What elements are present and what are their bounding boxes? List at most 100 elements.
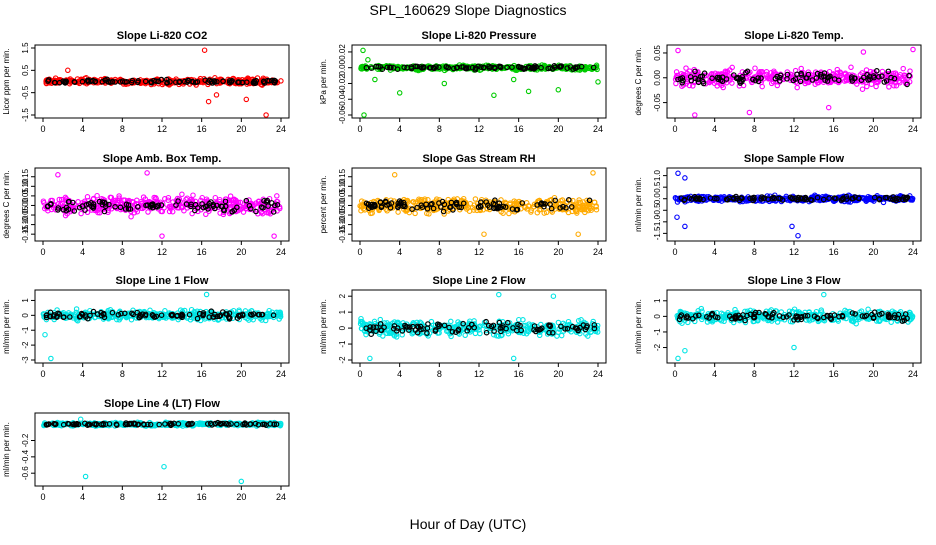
x-tick-label: 16 bbox=[197, 369, 207, 379]
y-axis-label: degrees C per min. bbox=[2, 170, 11, 238]
outlier-point bbox=[66, 68, 70, 72]
outlier-point bbox=[160, 234, 164, 238]
outlier-point bbox=[861, 50, 865, 54]
x-tick-label: 0 bbox=[357, 369, 362, 379]
y-tick-label: -0.05 bbox=[653, 93, 662, 112]
data-point bbox=[684, 66, 688, 70]
x-tick-label: 24 bbox=[276, 247, 286, 257]
outlier-point bbox=[366, 58, 370, 62]
x-tick-label: 12 bbox=[157, 369, 167, 379]
outlier-point bbox=[264, 113, 268, 117]
outlier-point bbox=[272, 234, 276, 238]
outlier-point bbox=[551, 294, 555, 298]
data-point bbox=[889, 320, 893, 324]
outlier-point bbox=[792, 345, 796, 349]
plot-frame bbox=[35, 290, 289, 363]
y-tick-label: -1 bbox=[653, 328, 662, 336]
x-tick-label: 24 bbox=[276, 124, 286, 134]
y-tick-label: 2 bbox=[338, 293, 347, 298]
outlier-point bbox=[393, 173, 397, 177]
outlier-point bbox=[362, 113, 366, 117]
x-tick-label: 8 bbox=[752, 124, 757, 134]
outlier-point bbox=[206, 99, 210, 103]
data-point bbox=[760, 84, 764, 88]
x-tick-label: 8 bbox=[120, 492, 125, 502]
y-tick-label: 0 bbox=[653, 314, 662, 319]
x-tick-label: 12 bbox=[789, 124, 799, 134]
x-tick-label: 8 bbox=[752, 369, 757, 379]
outlier-point bbox=[497, 292, 501, 296]
x-tick-label: 0 bbox=[672, 369, 677, 379]
data-point bbox=[228, 194, 232, 198]
y-tick-label: 0.15 bbox=[21, 168, 30, 184]
data-point bbox=[79, 211, 83, 215]
y-tick-label: -3 bbox=[21, 356, 30, 364]
y-tick-label: -1 bbox=[21, 326, 30, 334]
data-point bbox=[860, 87, 864, 91]
panel-title: Slope Li-820 Temp. bbox=[744, 30, 843, 42]
data-point bbox=[180, 192, 184, 196]
x-tick-label: 12 bbox=[474, 369, 484, 379]
x-tick-label: 4 bbox=[712, 247, 717, 257]
panel-title: Slope Line 1 Flow bbox=[116, 275, 209, 287]
outlier-point bbox=[83, 474, 87, 478]
x-tick-label: 20 bbox=[236, 492, 246, 502]
outlier-point bbox=[56, 173, 60, 177]
outlier-point bbox=[827, 105, 831, 109]
data-point bbox=[869, 82, 873, 86]
x-tick-label: 16 bbox=[829, 124, 839, 134]
x-tick-label: 16 bbox=[197, 492, 207, 502]
outlier-point bbox=[368, 356, 372, 360]
panel-title: Slope Line 3 Flow bbox=[748, 275, 841, 287]
x-tick-label: 4 bbox=[80, 247, 85, 257]
scatter-points bbox=[358, 171, 599, 237]
y-tick-label: -0.6 bbox=[21, 466, 30, 480]
x-tick-label: 4 bbox=[397, 124, 402, 134]
outlier-point bbox=[683, 224, 687, 228]
scatter-points bbox=[673, 47, 915, 117]
panel-title: Slope Sample Flow bbox=[744, 153, 845, 165]
x-tick-label: 0 bbox=[40, 124, 45, 134]
y-tick-label: 1 bbox=[21, 298, 30, 303]
outlier-point bbox=[822, 292, 826, 296]
outlier-point bbox=[145, 171, 149, 175]
outlier-point bbox=[214, 93, 218, 97]
outlier-point bbox=[675, 215, 679, 219]
x-tick-label: 24 bbox=[276, 492, 286, 502]
x-tick-label: 20 bbox=[868, 124, 878, 134]
panel-title: Slope Line 2 Flow bbox=[433, 275, 526, 287]
y-axis-label: ml/min per min. bbox=[319, 299, 328, 354]
y-axis-label: Licor ppm per min. bbox=[2, 48, 11, 114]
panel-title: Slope Line 4 (LT) Flow bbox=[104, 398, 220, 410]
x-tick-label: 12 bbox=[474, 124, 484, 134]
data-point bbox=[795, 85, 799, 89]
x-tick-label: 16 bbox=[829, 369, 839, 379]
data-point bbox=[866, 307, 870, 311]
x-tick-label: 24 bbox=[908, 124, 918, 134]
scatter-points bbox=[44, 48, 283, 117]
outlier-point bbox=[683, 349, 687, 353]
data-point bbox=[473, 331, 477, 335]
x-tick-label: 24 bbox=[593, 247, 603, 257]
data-point bbox=[396, 210, 400, 214]
outlier-point bbox=[790, 224, 794, 228]
data-point bbox=[129, 215, 133, 219]
y-tick-label: 0.5 bbox=[21, 64, 30, 76]
outlier-point bbox=[747, 110, 751, 114]
data-point bbox=[849, 65, 853, 69]
x-tick-label: 4 bbox=[397, 247, 402, 257]
plot-frame bbox=[352, 45, 606, 118]
y-tick-label: 1 bbox=[338, 309, 347, 314]
data-point bbox=[560, 333, 564, 337]
x-tick-label: 20 bbox=[868, 247, 878, 257]
data-point bbox=[213, 196, 217, 200]
x-tick-label: 0 bbox=[672, 247, 677, 257]
x-tick-label: 8 bbox=[437, 247, 442, 257]
data-point bbox=[95, 194, 99, 198]
x-tick-label: 16 bbox=[829, 247, 839, 257]
outlier-point bbox=[676, 171, 680, 175]
